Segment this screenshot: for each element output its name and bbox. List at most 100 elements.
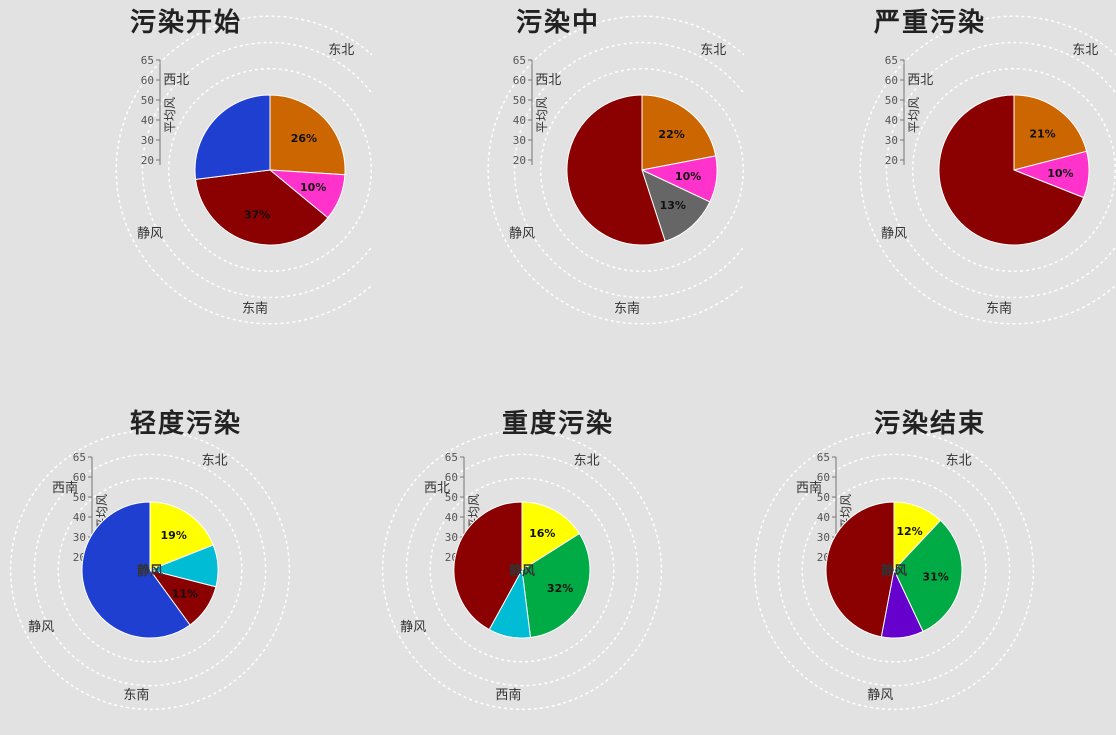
chart-title-1: 污染开始	[129, 8, 242, 38]
direction-label: 静风	[28, 620, 54, 635]
direction-label: 东南	[242, 301, 268, 317]
y-tick-label: 60	[73, 471, 86, 484]
pie-slice	[269, 94, 346, 176]
grid-ring	[167, 67, 372, 273]
direction-label: 西北	[163, 73, 189, 88]
y-tick-label: 30	[445, 531, 458, 544]
polar-grid	[859, 15, 1116, 325]
y-tick-label: 40	[73, 511, 86, 524]
chart-panel-2: 65 60 50 40 30 20 平均风 22% 10% 13% 东北 西北 东南 静风 污染中	[372, 0, 744, 335]
grid-ring	[57, 477, 243, 663]
y-tick-label: 20	[513, 154, 526, 167]
direction-label: 静风	[400, 620, 426, 635]
grid-ring	[885, 41, 1116, 299]
y-tick-label: 65	[513, 54, 526, 67]
pie: 16% 32%	[453, 501, 591, 639]
direction-label: 静风	[881, 227, 907, 242]
direction-label: 东北	[1072, 43, 1098, 58]
center-label: 静风	[881, 563, 907, 579]
direction-label: 静风	[867, 688, 893, 703]
polar-grid	[9, 429, 291, 711]
y-tick-label: 40	[513, 114, 526, 127]
chart-title-5: 重度污染	[501, 409, 614, 439]
direction-label: 静风	[509, 227, 535, 242]
y-tick-label: 20	[141, 154, 154, 167]
direction-label: 东南	[123, 687, 149, 703]
y-tick-label: 65	[445, 451, 458, 464]
slice-label: 10%	[1047, 167, 1073, 180]
y-tick-label: 60	[141, 74, 154, 87]
y-tick-label: 60	[885, 74, 898, 87]
pie-slice	[938, 94, 1085, 246]
grid-ring	[33, 453, 267, 687]
slice-label: 12%	[896, 525, 922, 538]
slice-label: 10%	[675, 170, 701, 183]
direction-label: 东北	[574, 454, 600, 469]
pie-slice	[825, 501, 895, 638]
grid-ring	[141, 41, 372, 299]
chart-title-2: 污染中	[515, 8, 600, 38]
y-tick-label: 50	[141, 94, 154, 107]
y-axis: 65 60 50 40 30 20 平均风	[141, 54, 177, 167]
pie: 21% 10%	[938, 94, 1090, 246]
direction-label: 西北	[424, 481, 450, 496]
y-tick-label: 30	[885, 134, 898, 147]
y-axis-title: 平均风	[163, 97, 177, 133]
chart-panel-5: 65 60 50 40 30 20 平均风 16% 32% 静风 东北 西北 西南 静风 重度污染	[372, 395, 744, 730]
direction-label: 西南	[52, 480, 78, 496]
grid-ring	[405, 453, 639, 687]
y-tick-label: 30	[817, 531, 830, 544]
y-tick-label: 40	[885, 114, 898, 127]
direction-label: 东北	[202, 454, 228, 469]
direction-label: 西南	[796, 480, 822, 496]
pie: 19% 11%	[81, 501, 219, 639]
pie: 26% 10% 37%	[194, 94, 346, 246]
grid-ring	[753, 429, 1035, 711]
y-tick-label: 50	[445, 491, 458, 504]
y-tick-label: 65	[73, 451, 86, 464]
slice-label: 16%	[529, 527, 555, 540]
grid-ring	[487, 15, 744, 325]
pie-slice	[641, 94, 717, 171]
pie-slice	[521, 532, 591, 639]
polar-grid	[115, 15, 372, 325]
y-tick-label: 50	[73, 491, 86, 504]
pie-slice	[194, 94, 271, 180]
slice-label: 37%	[244, 209, 270, 222]
grid-ring	[513, 41, 744, 299]
grid-ring	[859, 15, 1116, 325]
center-label: 静风	[509, 563, 535, 579]
direction-label: 静风	[137, 227, 163, 242]
slice-label: 31%	[922, 571, 948, 584]
grid-ring	[9, 429, 291, 711]
y-tick-label: 60	[445, 471, 458, 484]
grid-ring	[115, 15, 372, 325]
direction-label: 西北	[535, 73, 561, 88]
direction-label: 西北	[907, 73, 933, 88]
direction-label: 东北	[328, 43, 354, 58]
chart-panel-4: 65 60 50 40 30 20 平均风 19% 11% 静风 东北 西南 东南 静风 轻度污染	[0, 395, 372, 730]
pie: 12% 31%	[825, 501, 963, 639]
y-axis-title: 平均风	[535, 97, 549, 133]
slice-label: 19%	[161, 529, 187, 542]
slice-label: 26%	[291, 132, 317, 145]
y-tick-label: 50	[513, 94, 526, 107]
grid-ring	[911, 67, 1116, 273]
pie-slice	[195, 169, 329, 246]
direction-label: 东北	[946, 454, 972, 469]
y-tick-label: 65	[817, 451, 830, 464]
direction-label: 东南	[614, 301, 640, 317]
y-axis: 65 60 50 40 30 20 平均风	[885, 54, 921, 167]
y-tick-label: 40	[817, 511, 830, 524]
